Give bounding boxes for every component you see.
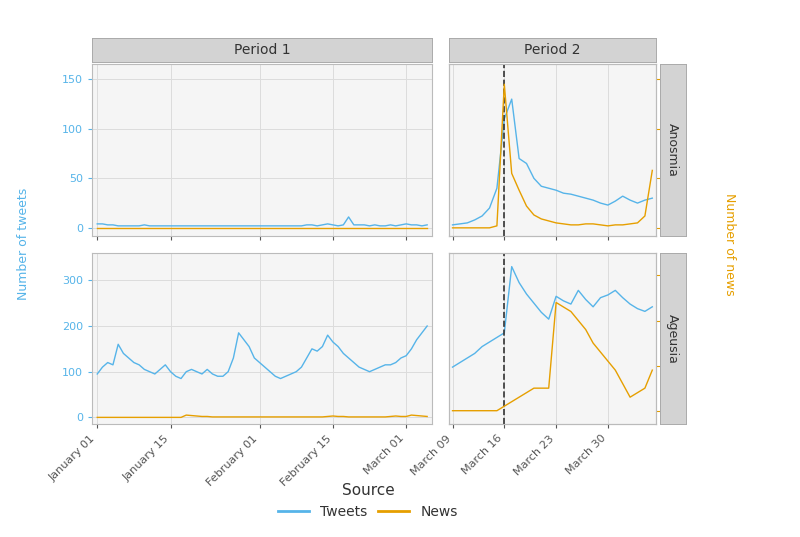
Text: Period 1: Period 1 [234, 42, 290, 57]
Text: Number of tweets: Number of tweets [18, 188, 30, 301]
Legend: Tweets, News: Tweets, News [273, 477, 463, 525]
Text: Number of news: Number of news [723, 193, 736, 296]
Text: Ageusia: Ageusia [666, 314, 679, 364]
Text: Period 2: Period 2 [524, 42, 581, 57]
Text: Anosmia: Anosmia [666, 123, 679, 177]
